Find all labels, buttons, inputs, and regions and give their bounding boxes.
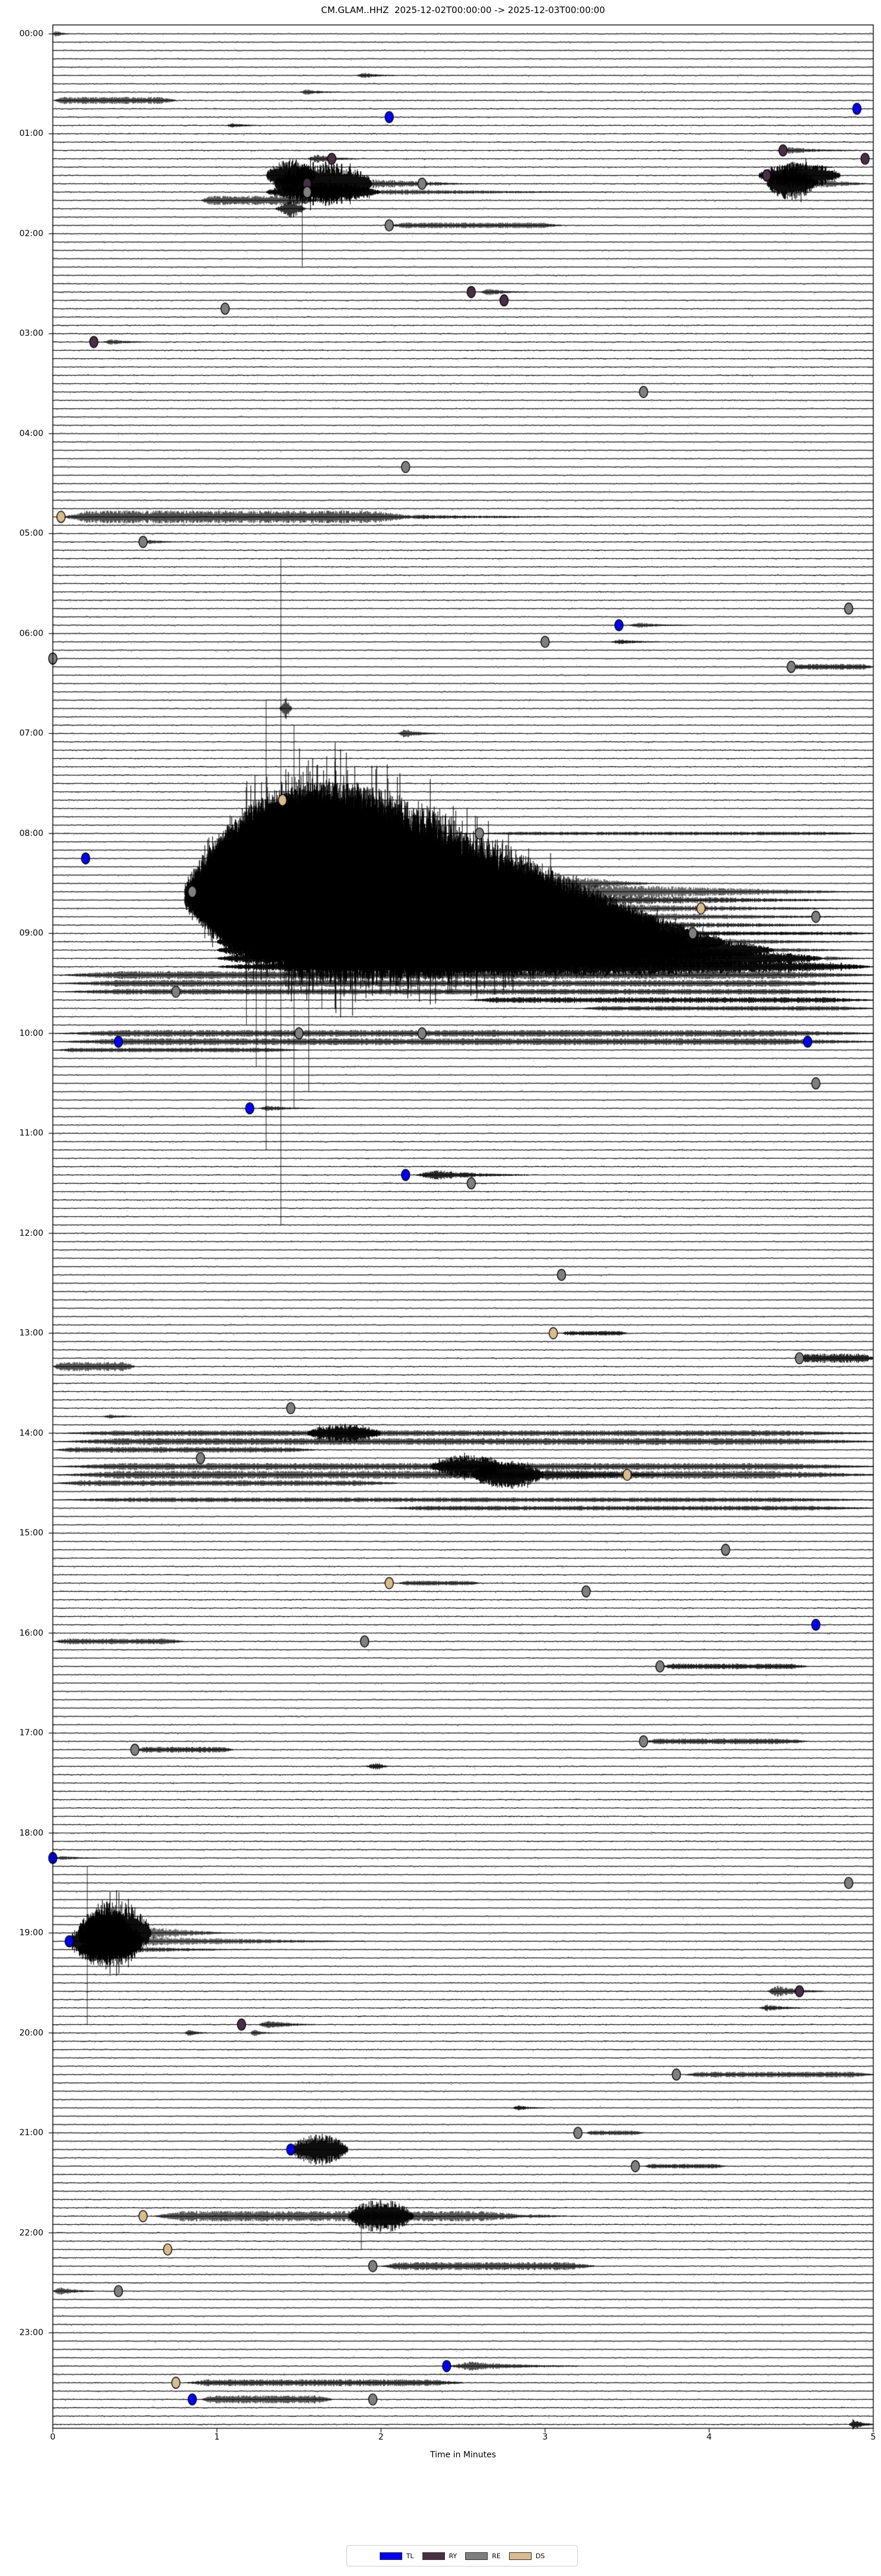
legend-label: DS — [535, 2552, 545, 2560]
legend-swatch-icon — [508, 2552, 532, 2560]
legend-item-RY: RY — [422, 2552, 457, 2560]
legend-item-TL: TL — [379, 2552, 414, 2560]
legend-swatch-icon — [379, 2552, 402, 2560]
legend-label: TL — [406, 2552, 414, 2560]
legend-item-RE: RE — [465, 2552, 501, 2560]
legend-item-DS: DS — [508, 2552, 545, 2560]
legend-swatch-icon — [422, 2552, 445, 2560]
legend-swatch-icon — [465, 2552, 488, 2560]
legend-label: RE — [492, 2552, 501, 2560]
legend-label: RY — [449, 2552, 457, 2560]
legend: TL RY RE DS — [346, 2545, 578, 2567]
